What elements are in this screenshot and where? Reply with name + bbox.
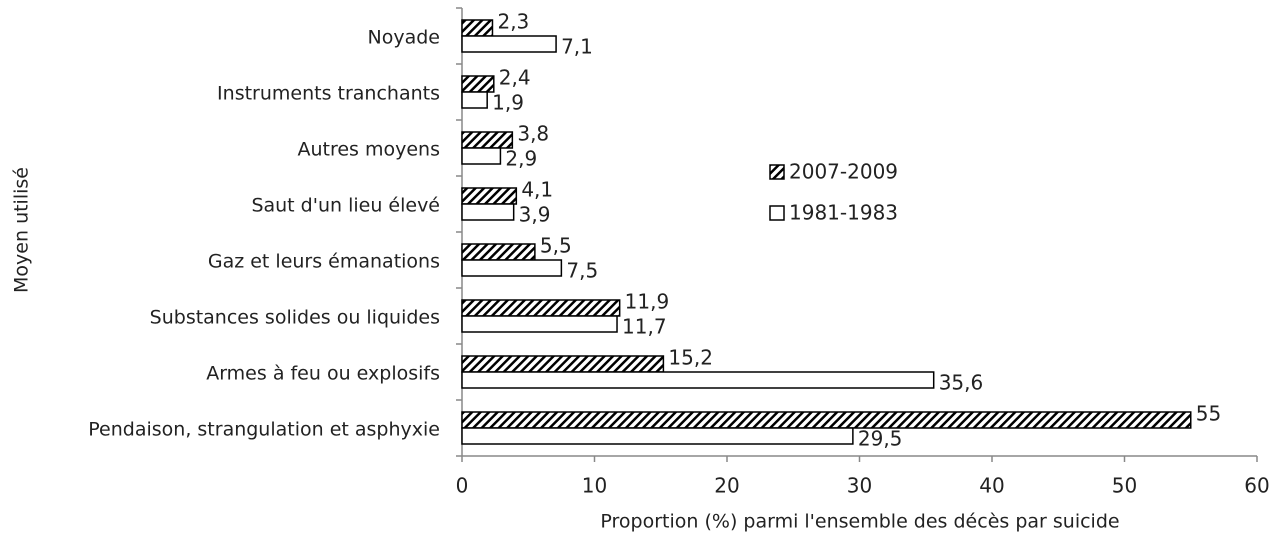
bar (461, 35, 557, 53)
value-label: 35,6 (939, 371, 984, 395)
value-label: 3,8 (517, 122, 549, 146)
category-label: Pendaison, strangulation et asphyxie (88, 419, 440, 441)
x-axis-label: Proportion (%) parmi l'ensemble des décè… (600, 511, 1119, 533)
value-label: 3,9 (519, 203, 551, 227)
value-label: 1,9 (492, 91, 524, 115)
x-tick-label: 20 (714, 474, 739, 498)
bar (461, 371, 935, 389)
x-tick-label: 30 (847, 474, 872, 498)
category-label: Autres moyens (297, 139, 440, 161)
bar (461, 19, 494, 37)
category-label: Gaz et leurs émanations (208, 251, 440, 273)
category-label: Substances solides ou liquides (150, 307, 440, 329)
bar (461, 299, 621, 317)
bar (461, 259, 563, 277)
legend-label: 1981-1983 (789, 201, 898, 225)
category-label: Noyade (368, 27, 440, 49)
x-tick-label: 40 (979, 474, 1004, 498)
bar (461, 243, 536, 261)
bar (461, 91, 488, 109)
bar (461, 147, 502, 165)
bar (461, 75, 495, 93)
x-tick-label: 0 (456, 474, 469, 498)
value-label: 5,5 (540, 234, 572, 258)
value-label: 2,3 (497, 10, 529, 34)
bar (461, 203, 515, 221)
value-label: 7,1 (561, 35, 593, 59)
value-label: 11,7 (622, 315, 667, 339)
bar (461, 427, 854, 445)
value-label: 29,5 (858, 427, 903, 451)
category-label: Instruments tranchants (217, 83, 440, 105)
bar (461, 411, 1192, 429)
bar (461, 187, 518, 205)
value-label: 2,9 (505, 147, 537, 171)
y-axis-label: Moyen utilisé (11, 167, 33, 293)
x-tick-label: 10 (582, 474, 607, 498)
value-label: 11,9 (625, 290, 670, 314)
value-label: 2,4 (499, 66, 531, 90)
value-label: 15,2 (668, 346, 713, 370)
value-label: 4,1 (521, 178, 553, 202)
bar (461, 355, 665, 373)
value-label: 55 (1196, 402, 1221, 426)
x-tick-label: 60 (1244, 474, 1269, 498)
legend-label: 2007-2009 (789, 160, 898, 184)
category-label: Saut d'un lieu élevé (251, 195, 440, 217)
legend-swatch (769, 164, 785, 180)
value-label: 7,5 (566, 259, 598, 283)
legend-swatch (769, 205, 785, 221)
x-tick-label: 50 (1112, 474, 1137, 498)
category-label: Armes à feu ou explosifs (206, 363, 440, 385)
bar (461, 315, 618, 333)
